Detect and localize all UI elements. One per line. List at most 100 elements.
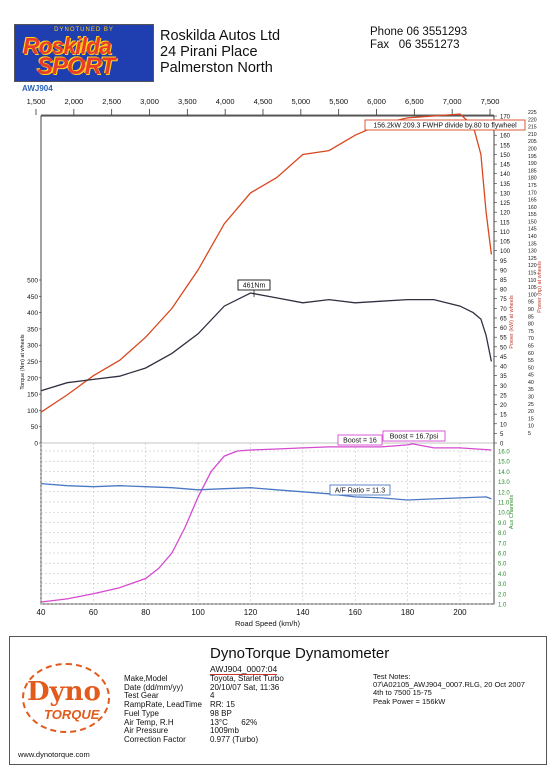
aux-axis-title: Aux Channels xyxy=(509,495,515,529)
hp-tick-label: 130 xyxy=(528,249,537,255)
detail-row: Test Gear 4 xyxy=(124,692,284,701)
test-notes: Test Notes: 07\A02105_AWJ904_0007.RLG, 20… xyxy=(373,672,525,706)
kw-tick-label: 105 xyxy=(500,240,511,246)
aux-tick-label: 5.0 xyxy=(498,562,507,568)
website-link[interactable]: www.dynotorque.com xyxy=(18,750,90,759)
kw-tick-label: 120 xyxy=(500,211,511,217)
detail-value: 0.977 (Turbo) xyxy=(210,734,259,744)
hp-tick-label: 45 xyxy=(528,373,534,379)
speed-tick-label: 60 xyxy=(89,608,98,617)
kw-tick-label: 130 xyxy=(500,191,511,197)
rpm-tick-label: 7,000 xyxy=(443,97,462,106)
rpm-tick-label: 7,500 xyxy=(481,97,500,106)
detail-key: Air Pressure xyxy=(124,726,169,736)
hp-tick-label: 80 xyxy=(528,322,534,328)
annotation-boost-a-text: Boost = 16 xyxy=(343,438,377,445)
speed-tick-label: 200 xyxy=(453,608,467,617)
hp-tick-label: 145 xyxy=(528,227,537,233)
hp-tick-label: 225 xyxy=(528,110,537,116)
hp-tick-label: 185 xyxy=(528,168,537,174)
dynotorque-logo: Dyno TORQUE xyxy=(22,663,114,733)
rpm-tick-label: 4,000 xyxy=(216,97,235,106)
aux-tick-label: 9.0 xyxy=(498,521,507,527)
note-line: Test Notes: xyxy=(373,672,411,681)
detail-key: Test Gear xyxy=(124,691,159,701)
torque-tick-label: 200 xyxy=(27,375,38,382)
logo-word-sport: SPORT xyxy=(37,53,115,80)
kw-tick-label: 90 xyxy=(500,268,507,274)
logo-word-dyno: Dyno xyxy=(27,677,101,707)
detail-row: Air Pressure 1009mb xyxy=(124,727,284,736)
hp-tick-label: 210 xyxy=(528,132,537,138)
detail-row: RampRate, LeadTime RR: 15 xyxy=(124,700,284,710)
detail-key: Correction Factor xyxy=(124,734,186,744)
detail-row: Fuel Type 98 BP xyxy=(124,709,284,719)
hp-tick-label: 95 xyxy=(528,300,534,306)
kw-tick-label: 170 xyxy=(500,115,511,121)
x-axis-title: Road Speed (km/h) xyxy=(235,619,301,628)
detail-value: 20/10/07 Sat, 11:36 xyxy=(210,682,280,692)
annotation-peak-torque: 461Nm xyxy=(237,279,271,291)
hp-tick-label: 135 xyxy=(528,241,537,247)
run-id-text: AWJ904_0007:04 xyxy=(210,664,278,675)
aux-tick-label: 13.0 xyxy=(498,480,510,486)
rpm-tick-label: 5,000 xyxy=(291,97,310,106)
speed-tick-label: 40 xyxy=(37,608,46,617)
detail-key: Make,Model xyxy=(124,674,168,683)
rpm-tick-label: 5,500 xyxy=(329,97,348,106)
detail-key: RampRate, LeadTime xyxy=(124,700,202,710)
rpm-tick-label: 2,000 xyxy=(64,97,83,106)
detail-value: 1009mb xyxy=(210,726,239,736)
annotation-boost-b-text: Boost = 16.7psi xyxy=(390,434,439,441)
kw-tick-label: 0 xyxy=(500,442,504,448)
test-details: Make,Model Toyota, Starlet Turbo Date (dd/… xyxy=(124,674,284,745)
annotation-peak-power-text: 156.2kW 209.3 FWHP divide by.80 to flywh… xyxy=(373,123,517,130)
aux-tick-label: 15.0 xyxy=(498,460,510,466)
hp-tick-label: 15 xyxy=(528,416,534,422)
hp-tick-label: 55 xyxy=(528,358,534,364)
annotation-peak-power-box xyxy=(364,119,526,131)
kw-tick-label: 15 xyxy=(500,413,507,419)
hp-tick-label: 35 xyxy=(528,387,534,393)
hp-tick-label: 200 xyxy=(528,146,537,152)
kw-tick-label: 35 xyxy=(500,374,507,380)
torque-tick-label: 0 xyxy=(34,441,38,448)
hp-tick-label: 50 xyxy=(528,365,534,371)
annotation-peak-power: 156.2kW 209.3 FWHP divide by.80 to flywh… xyxy=(364,119,526,131)
hp-tick-label: 125 xyxy=(528,256,537,262)
aux-tick-label: 7.0 xyxy=(498,541,507,547)
torque-tick-label: 300 xyxy=(27,343,38,350)
kw-tick-label: 20 xyxy=(500,403,507,409)
kw-tick-label: 10 xyxy=(500,422,507,428)
torque-tick-label: 150 xyxy=(27,392,38,399)
speed-tick-label: 180 xyxy=(401,608,415,617)
detail-value: Toyota, Starlet Turbo xyxy=(210,674,284,683)
note-line: Peak Power = 156kW xyxy=(373,696,446,706)
kw-tick-label: 85 xyxy=(500,278,507,284)
torque-tick-label: 450 xyxy=(27,294,38,301)
annotation-boost-a-box xyxy=(337,434,383,446)
logo-word-roskilda: Roskilda xyxy=(23,33,112,59)
company-street: 24 Pirani Place xyxy=(160,44,258,60)
hp-tick-label: 30 xyxy=(528,395,534,401)
vehicle-plate: AWJ904 xyxy=(22,84,53,93)
hp-tick-label: 65 xyxy=(528,343,534,349)
plot-frame xyxy=(40,115,495,605)
kw-tick-label: 110 xyxy=(500,230,510,236)
hp-axis-title: Power (hp) at wheels xyxy=(537,261,543,313)
rpm-tick-label: 1,500 xyxy=(27,97,46,106)
hp-tick-label: 10 xyxy=(528,424,534,430)
hp-tick-label: 205 xyxy=(528,139,537,145)
dyno-title: DynoTorque Dynamometer xyxy=(210,645,390,662)
logo-tagline: DYNOTUNED BY xyxy=(54,27,114,33)
dyno-chart: 1,500 2,000 2,500 3,000 3,500 4,000 4,500 5,000… xyxy=(20,97,543,628)
kw-tick-label: 65 xyxy=(500,316,507,322)
rpm-tick-label: 2,500 xyxy=(102,97,121,106)
hp-tick-label: 110 xyxy=(528,278,536,284)
run-id: AWJ904_0007:04 xyxy=(210,664,278,675)
company-name: Roskilda Autos Ltd xyxy=(160,28,281,44)
roskilda-sport-logo: DYNOTUNED BY Roskilda SPORT xyxy=(14,24,154,82)
detail-value: RR: 15 xyxy=(210,700,235,710)
series-line-boost xyxy=(40,443,492,603)
kw-tick-label: 70 xyxy=(500,307,507,313)
